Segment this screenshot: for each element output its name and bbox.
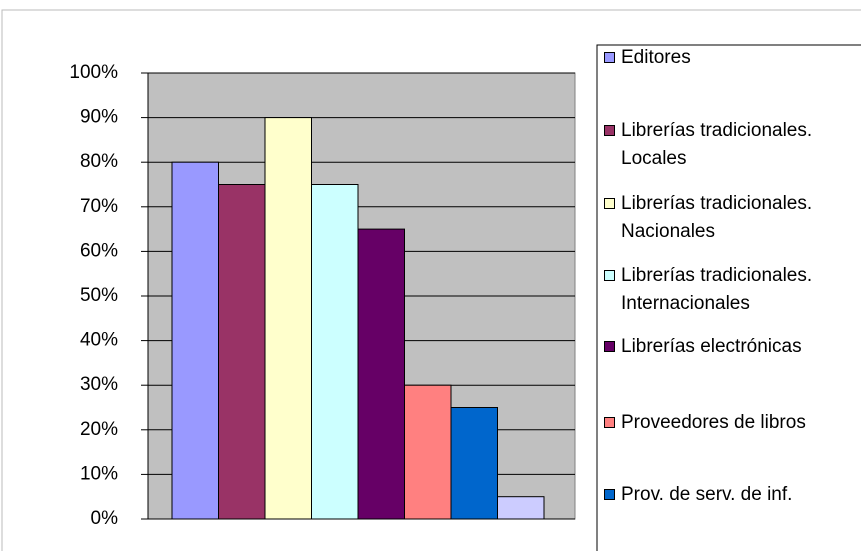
bar — [218, 184, 266, 520]
y-tick-label: 30% — [80, 374, 118, 395]
legend-box — [596, 44, 861, 551]
chart-frame — [1, 9, 861, 551]
bar — [404, 384, 452, 520]
bar — [171, 161, 219, 520]
legend-swatch — [604, 417, 615, 428]
bar — [264, 117, 312, 520]
y-tick-label: 100% — [69, 62, 118, 83]
y-tick-label: 10% — [80, 463, 118, 484]
y-tick-label: 50% — [80, 285, 118, 306]
bar — [311, 184, 359, 520]
legend-swatch — [604, 198, 615, 209]
legend-swatch — [604, 341, 615, 352]
legend-swatch — [604, 489, 615, 500]
y-tick-label: 40% — [80, 330, 118, 351]
bar — [450, 407, 498, 520]
legend-swatch — [604, 270, 615, 281]
y-tick-label: 0% — [91, 508, 119, 529]
legend-swatch — [604, 125, 615, 136]
legend-label: Librerías tradicionales. Internacionales — [621, 265, 813, 314]
legend-label: Editores — [621, 47, 691, 68]
y-tick-label: 60% — [80, 240, 118, 261]
legend-swatch — [604, 52, 615, 63]
legend-label: Prov. de serv. de inf. — [621, 484, 793, 505]
y-tick-label: 70% — [80, 196, 118, 217]
legend-label: Proveedores de libros — [621, 412, 806, 433]
bar — [357, 228, 405, 520]
y-tick-label: 90% — [80, 107, 118, 128]
y-tick-label: 20% — [80, 419, 118, 440]
y-tick-label: 80% — [80, 151, 118, 172]
legend-label: Librerías tradicionales. Locales — [621, 120, 813, 169]
legend-label: Librerías tradicionales. Nacionales — [621, 193, 813, 242]
legend-label: Librerías electrónicas — [621, 336, 802, 357]
bar — [497, 496, 545, 520]
